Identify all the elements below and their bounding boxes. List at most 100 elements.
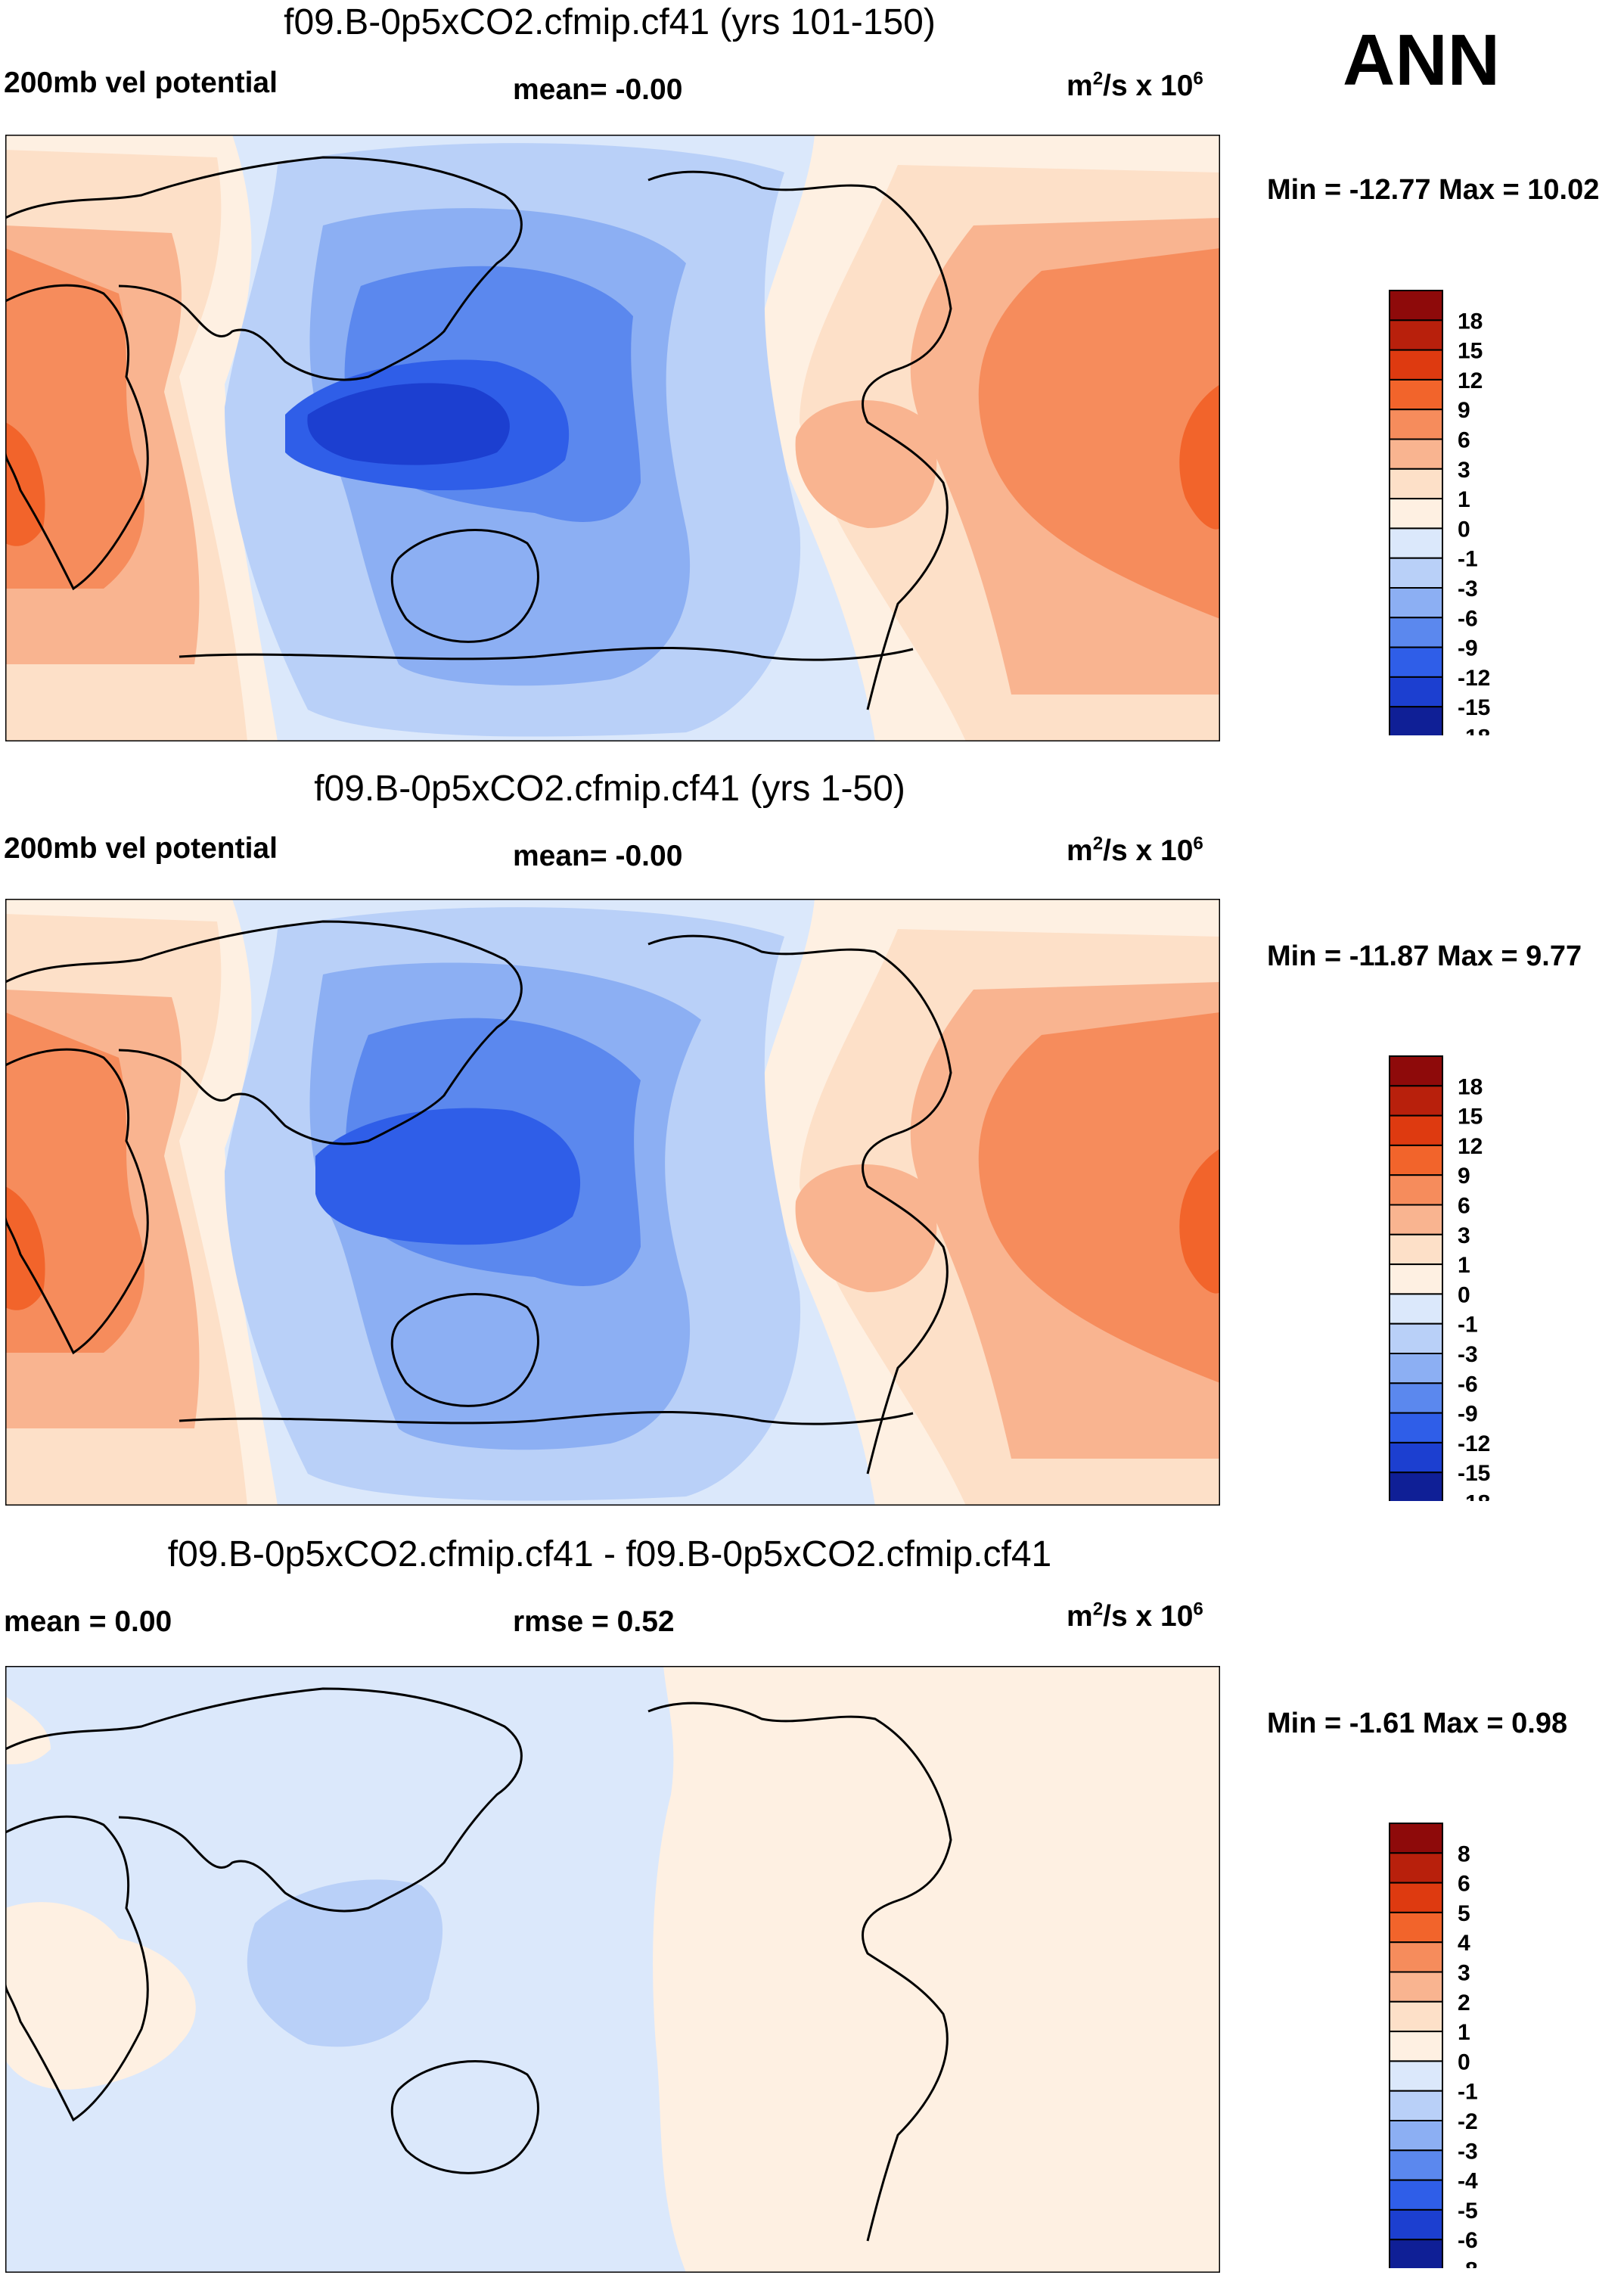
colorbar-box	[1389, 706, 1443, 735]
colorbar-tick-label: -2	[1458, 2109, 1478, 2134]
colorbar-tick-label: 6	[1458, 428, 1470, 453]
colorbar-box	[1389, 378, 1443, 411]
colorbar-tick-label: -6	[1458, 606, 1478, 631]
colorbar-tick-label: -9	[1458, 1402, 1478, 1427]
colorbar-tick-label: 15	[1458, 339, 1483, 364]
colorbar-tick-label: 9	[1458, 1164, 1470, 1189]
contour-fill	[307, 383, 510, 465]
coastlines	[5, 156, 952, 710]
contour-fill	[795, 400, 937, 528]
colorbar-tick-label: 2	[1458, 1991, 1470, 2015]
contour-fill	[247, 1879, 443, 2047]
colorbar-tick-label: -12	[1458, 666, 1490, 691]
colorbar-box	[1389, 1941, 1443, 1973]
colorbar-tick-label: 1	[1458, 1253, 1470, 1278]
panel-3-units: m2/s x 106	[1067, 1599, 1203, 1633]
panel-2-units: m2/s x 106	[1067, 833, 1203, 867]
colorbar-tick-label: -1	[1458, 2080, 1478, 2105]
colorbar-tick-label: 15	[1458, 1105, 1483, 1130]
colorbar-tick-label: -6	[1458, 2228, 1478, 2253]
colorbar-tick-label: 0	[1458, 2050, 1470, 2074]
colorbar-box	[1389, 2179, 1443, 2211]
colorbar-box	[1389, 676, 1443, 708]
colorbar-tick-label: 3	[1458, 1961, 1470, 1986]
panel-2-minmax: Min = -11.87 Max = 9.77	[1267, 940, 1582, 972]
colorbar-box	[1389, 349, 1443, 381]
colorbar-box	[1389, 1174, 1443, 1206]
colorbar-tick-label: 6	[1458, 1872, 1470, 1897]
panel-2-title: f09.B-0p5xCO2.cfmip.cf41 (yrs 1-50)	[314, 769, 905, 809]
colorbar-box	[1389, 1085, 1443, 1117]
colorbar-box	[1389, 1911, 1443, 1944]
colorbar-tick-label: -8	[1458, 2258, 1478, 2269]
contour-fill	[5, 1696, 51, 1764]
colorbar-box	[1389, 2090, 1443, 2122]
colorbar-tick-label: -9	[1458, 636, 1478, 661]
colorbar-tick-label: 18	[1458, 1074, 1483, 1099]
colorbar-tick-label: 12	[1458, 1134, 1483, 1159]
colorbar-tick-label: 0	[1458, 1282, 1470, 1307]
colorbar-box	[1389, 1353, 1443, 1385]
colorbar-box	[1389, 2208, 1443, 2241]
panel-1-units: m2/s x 106	[1067, 68, 1203, 102]
colorbar-box	[1389, 1144, 1443, 1176]
colorbar-box	[1389, 617, 1443, 648]
panel-1-left-label: 200mb vel potential	[4, 67, 278, 99]
contour-fill	[978, 248, 1220, 619]
colorbar-tick-label: -3	[1458, 576, 1478, 601]
contour-fill	[1179, 384, 1220, 530]
coastlines	[5, 1687, 952, 2242]
colorbar-box	[1389, 1382, 1443, 1414]
colorbar-box	[1389, 468, 1443, 500]
colorbar-box	[1389, 438, 1443, 470]
contour-fill	[795, 1164, 937, 1292]
season-label: ANN	[1343, 20, 1500, 101]
panel-1-colorbar: 18 15 12 9 6 3 1 0 -1 -3 -6 -9 -12 -15 -18	[1389, 290, 1490, 736]
contour-fill	[978, 1012, 1220, 1383]
colorbar-tick-label: -15	[1458, 1461, 1490, 1486]
colorbar-box	[1389, 2000, 1443, 2033]
colorbar-tick-label: -15	[1458, 695, 1490, 720]
contour-fill	[1179, 1148, 1220, 1294]
colorbar-tick-label: -6	[1458, 1372, 1478, 1397]
colorbar-box	[1389, 2239, 1443, 2268]
colorbar-tick-label: -3	[1458, 2139, 1478, 2164]
colorbar-box	[1389, 1055, 1443, 1087]
colorbar-tick-label: 18	[1458, 309, 1483, 334]
colorbar-tick-label: 5	[1458, 1901, 1470, 1926]
colorbar-box	[1389, 319, 1443, 351]
colorbar-box	[1389, 2031, 1443, 2062]
colorbar-tick-label: 12	[1458, 368, 1483, 393]
colorbar-box	[1389, 1971, 1443, 2003]
colorbar-box	[1389, 587, 1443, 619]
colorbar-tick-label: -18	[1458, 726, 1490, 736]
colorbar-box	[1389, 2060, 1443, 2092]
contour-fill	[653, 1666, 1220, 2273]
panel-2-map	[5, 899, 1220, 1506]
colorbar-tick-label: 8	[1458, 1841, 1470, 1866]
contour-fill	[5, 1902, 196, 2090]
contour-fill	[315, 1108, 581, 1245]
colorbar-tick-label: 4	[1458, 1931, 1470, 1956]
colorbar-box	[1389, 557, 1443, 589]
panel-2-left-label: 200mb vel potential	[4, 832, 278, 865]
colorbar-box	[1389, 646, 1443, 678]
panel-1-minmax: Min = -12.77 Max = 10.02	[1267, 174, 1600, 206]
colorbar-box	[1389, 409, 1443, 440]
colorbar-tick-label: 6	[1458, 1194, 1470, 1219]
colorbar-box	[1389, 1472, 1443, 1501]
colorbar-box	[1389, 1322, 1443, 1355]
colorbar-box	[1389, 527, 1443, 559]
colorbar-box	[1389, 1293, 1443, 1325]
colorbar-tick-label: -1	[1458, 547, 1478, 572]
colorbar-box	[1389, 1852, 1443, 1884]
colorbar-box	[1389, 1204, 1443, 1235]
colorbar-box	[1389, 1823, 1443, 1854]
colorbar-tick-label: 9	[1458, 398, 1470, 423]
colorbar-tick-label: -12	[1458, 1431, 1490, 1456]
panel-3-colorbar: 8 6 5 4 3 2 1 0 -1 -2 -3 -4 -5 -6 -8	[1389, 1823, 1478, 2269]
colorbar-tick-label: -1	[1458, 1313, 1478, 1338]
colorbar-box	[1389, 498, 1443, 530]
panel-1-map	[5, 135, 1220, 741]
colorbar-box	[1389, 1882, 1443, 1913]
